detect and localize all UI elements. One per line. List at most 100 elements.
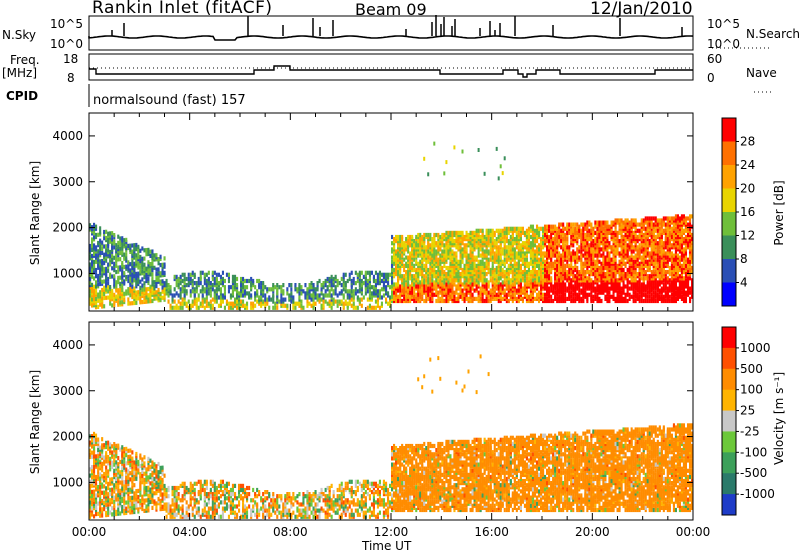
- power-cell: [101, 287, 104, 293]
- power-cell: [509, 253, 512, 258]
- power-cell: [588, 220, 591, 225]
- power-cell: [161, 262, 164, 267]
- power-cell: [590, 284, 593, 289]
- power-cell: [298, 295, 301, 300]
- power-cell: [139, 279, 142, 284]
- power-cell: [592, 226, 595, 231]
- power-cell: [370, 291, 373, 296]
- power-cell: [503, 280, 506, 285]
- power-cell: [139, 289, 142, 295]
- power-cell: [604, 237, 607, 242]
- power-cell: [536, 249, 539, 254]
- power-cell: [477, 280, 480, 285]
- power-cell: [578, 288, 581, 293]
- power-cell: [584, 270, 587, 275]
- power-cell: [201, 270, 204, 275]
- power-cell: [501, 251, 504, 256]
- power-cell: [169, 289, 172, 294]
- power-cell: [250, 293, 253, 298]
- power-cell: [634, 220, 637, 225]
- power-cell: [203, 305, 206, 310]
- power-cell: [435, 286, 438, 291]
- power-cell: [527, 237, 530, 242]
- power-cell: [658, 249, 661, 254]
- power-cell: [590, 261, 593, 266]
- power-cell: [459, 237, 462, 242]
- power-cell: [501, 171, 504, 176]
- power-cell: [612, 255, 615, 260]
- power-cell: [441, 276, 444, 281]
- power-cell: [109, 301, 112, 306]
- power-cell: [455, 243, 458, 248]
- power-cell: [139, 269, 142, 274]
- power-cell: [209, 293, 212, 298]
- power-cell: [572, 222, 575, 227]
- power-cell: [97, 304, 100, 309]
- power-cell: [330, 274, 333, 279]
- power-cell: [229, 285, 232, 290]
- power-cell: [364, 291, 367, 296]
- power-cell: [616, 251, 619, 256]
- power-cell: [602, 241, 605, 246]
- power-cell: [590, 247, 593, 252]
- power-cell: [501, 228, 504, 233]
- power-cell: [566, 222, 569, 227]
- power-cell: [409, 284, 412, 289]
- power-cell: [395, 234, 398, 240]
- power-cell: [133, 286, 136, 291]
- power-cell: [366, 278, 369, 284]
- power-cell: [642, 298, 645, 304]
- power-cell: [538, 257, 541, 262]
- power-cell: [429, 282, 432, 287]
- power-cell: [260, 281, 263, 286]
- power-cell: [254, 285, 257, 290]
- power-cell: [292, 299, 295, 304]
- power-cell: [507, 272, 510, 277]
- power-cell: [105, 244, 108, 249]
- power-cell: [403, 257, 406, 262]
- power-cell: [332, 297, 335, 302]
- power-cell: [662, 228, 665, 233]
- power-cell: [393, 253, 396, 258]
- power-cell: [511, 226, 514, 231]
- power-cell: [399, 274, 402, 279]
- power-cell: [308, 295, 311, 300]
- power-cell: [195, 303, 198, 308]
- power-cell: [660, 253, 663, 258]
- power-cell: [445, 251, 448, 256]
- freq-label-line2: [MHz]: [2, 66, 38, 80]
- power-cell: [564, 253, 567, 258]
- power-cell: [109, 285, 112, 290]
- power-cell: [483, 253, 486, 258]
- power-cell: [358, 281, 361, 286]
- power-cell: [548, 253, 551, 258]
- power-cell: [111, 231, 114, 236]
- power-cell: [113, 245, 116, 250]
- power-cell: [334, 285, 337, 290]
- power-cell: [330, 293, 333, 298]
- power-cell: [376, 272, 379, 277]
- power-cell: [119, 292, 122, 297]
- power-cell: [501, 247, 504, 252]
- power-cell: [622, 241, 625, 246]
- power-cell: [644, 253, 647, 258]
- power-cell: [354, 291, 357, 296]
- power-cell: [515, 245, 518, 250]
- power-cell: [119, 275, 122, 280]
- power-cell: [427, 259, 430, 264]
- power-cell: [147, 268, 150, 273]
- power-cell: [527, 294, 530, 299]
- power-cell: [121, 236, 124, 241]
- power-cell: [175, 283, 178, 288]
- freq-label-line1: Freq.: [10, 53, 40, 67]
- power-cell: [360, 283, 363, 288]
- power-cell: [272, 293, 275, 298]
- power-cell: [423, 253, 426, 258]
- power-cell: [173, 293, 176, 298]
- power-cell: [213, 289, 216, 294]
- power-cell: [236, 283, 239, 288]
- power-cell: [338, 299, 341, 304]
- power-cell: [443, 237, 446, 242]
- power-cell: [654, 228, 657, 233]
- power-cell: [626, 253, 629, 258]
